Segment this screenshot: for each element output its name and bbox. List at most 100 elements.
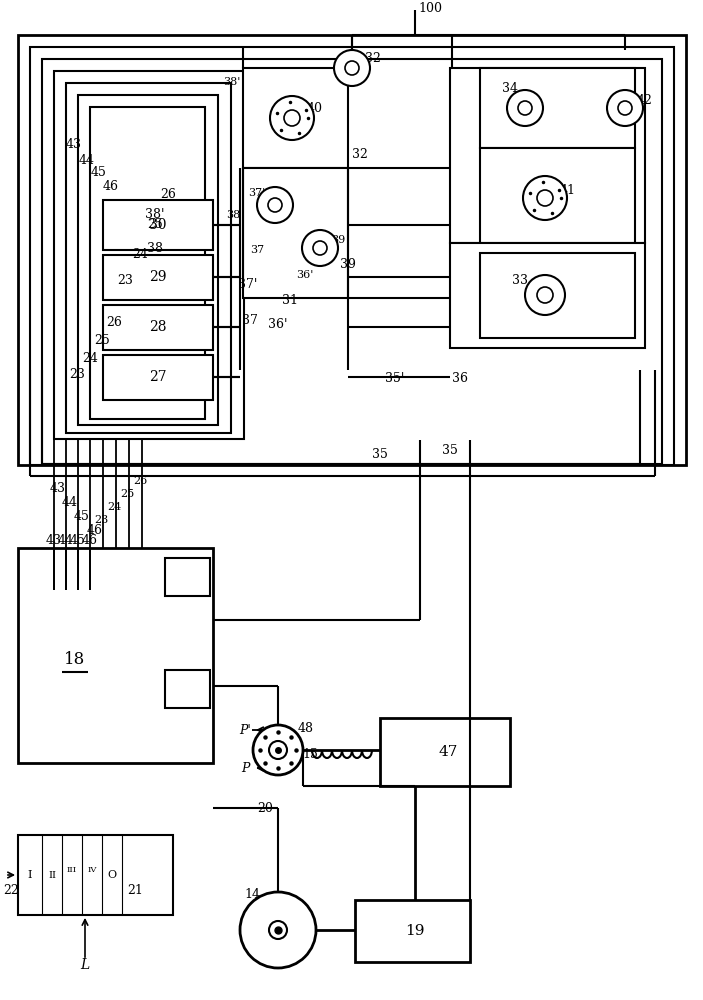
Bar bbox=[103, 305, 213, 350]
Circle shape bbox=[345, 61, 359, 75]
Circle shape bbox=[270, 96, 314, 140]
Text: 45: 45 bbox=[91, 166, 107, 180]
Bar bbox=[450, 243, 645, 348]
Circle shape bbox=[257, 187, 293, 223]
Text: 43: 43 bbox=[66, 138, 82, 151]
Circle shape bbox=[334, 50, 370, 86]
Circle shape bbox=[269, 741, 287, 759]
Text: P: P bbox=[241, 762, 249, 774]
Text: 36': 36' bbox=[296, 270, 314, 280]
Text: 19: 19 bbox=[405, 924, 425, 938]
Text: 24: 24 bbox=[82, 352, 98, 364]
Text: 45: 45 bbox=[74, 510, 90, 522]
Text: 23: 23 bbox=[94, 515, 108, 525]
Text: 22: 22 bbox=[3, 884, 19, 896]
Text: 37: 37 bbox=[242, 314, 258, 326]
Bar bbox=[480, 148, 635, 243]
Bar bbox=[480, 68, 635, 148]
Text: 14: 14 bbox=[244, 888, 260, 902]
Text: 46: 46 bbox=[87, 524, 103, 536]
Text: 26: 26 bbox=[106, 316, 122, 330]
Text: 40: 40 bbox=[307, 102, 323, 114]
Text: 29: 29 bbox=[149, 270, 167, 284]
Circle shape bbox=[507, 90, 543, 126]
Text: 35': 35' bbox=[385, 371, 405, 384]
Text: 24: 24 bbox=[107, 502, 121, 512]
Text: 36': 36' bbox=[269, 318, 288, 332]
Text: 34: 34 bbox=[502, 82, 518, 95]
Text: II: II bbox=[48, 870, 56, 880]
Text: 35: 35 bbox=[442, 444, 458, 456]
Bar bbox=[18, 35, 686, 465]
Text: 27: 27 bbox=[149, 370, 167, 384]
Circle shape bbox=[240, 892, 316, 968]
Text: 15: 15 bbox=[302, 748, 318, 762]
Bar bbox=[450, 68, 645, 243]
Text: 100: 100 bbox=[418, 1, 442, 14]
Bar bbox=[78, 95, 218, 425]
Text: 39: 39 bbox=[331, 235, 345, 245]
Text: 31: 31 bbox=[282, 294, 298, 306]
Text: 44: 44 bbox=[62, 496, 78, 510]
Bar bbox=[243, 168, 348, 298]
Bar bbox=[243, 68, 348, 168]
Text: 18: 18 bbox=[65, 652, 86, 668]
Circle shape bbox=[537, 190, 553, 206]
Text: 48: 48 bbox=[298, 722, 314, 734]
Text: 33: 33 bbox=[512, 273, 528, 286]
Text: III: III bbox=[67, 866, 77, 874]
Text: I: I bbox=[27, 870, 32, 880]
Bar bbox=[18, 835, 173, 915]
Bar bbox=[380, 718, 510, 786]
Bar bbox=[165, 670, 210, 708]
Text: 20: 20 bbox=[257, 802, 273, 814]
Circle shape bbox=[313, 241, 327, 255]
Bar bbox=[54, 71, 244, 439]
Text: 37': 37' bbox=[248, 188, 266, 198]
Text: 25: 25 bbox=[94, 334, 110, 347]
Circle shape bbox=[268, 198, 282, 212]
Bar bbox=[66, 83, 231, 433]
Bar bbox=[165, 558, 210, 596]
Text: 32: 32 bbox=[365, 51, 381, 64]
Circle shape bbox=[518, 101, 532, 115]
Circle shape bbox=[253, 725, 303, 775]
Text: 38: 38 bbox=[147, 241, 163, 254]
Text: 38: 38 bbox=[226, 210, 240, 220]
Circle shape bbox=[525, 275, 565, 315]
Text: 43: 43 bbox=[46, 534, 62, 546]
Text: 45: 45 bbox=[70, 534, 86, 546]
Bar bbox=[18, 548, 213, 763]
Text: 26: 26 bbox=[133, 476, 147, 486]
Bar bbox=[90, 107, 205, 419]
Circle shape bbox=[269, 921, 287, 939]
Bar bbox=[103, 255, 213, 300]
Circle shape bbox=[523, 176, 567, 220]
Text: 44: 44 bbox=[58, 534, 74, 546]
Circle shape bbox=[607, 90, 643, 126]
Text: 32: 32 bbox=[352, 148, 368, 161]
Text: 36: 36 bbox=[452, 371, 468, 384]
Bar bbox=[42, 59, 662, 464]
Text: O: O bbox=[108, 870, 117, 880]
Text: 42: 42 bbox=[637, 94, 653, 106]
Circle shape bbox=[302, 230, 338, 266]
Text: 25: 25 bbox=[120, 489, 134, 499]
Bar bbox=[103, 200, 213, 250]
Text: P': P' bbox=[239, 724, 251, 736]
Text: 46: 46 bbox=[82, 534, 98, 546]
Circle shape bbox=[284, 110, 300, 126]
Text: 38': 38' bbox=[224, 77, 240, 87]
Text: 39: 39 bbox=[340, 258, 356, 271]
Text: 37: 37 bbox=[250, 245, 264, 255]
Text: 44: 44 bbox=[79, 153, 95, 166]
Circle shape bbox=[537, 287, 553, 303]
Circle shape bbox=[618, 101, 632, 115]
Bar bbox=[355, 900, 470, 962]
Text: 26: 26 bbox=[160, 188, 176, 202]
Text: 25: 25 bbox=[147, 219, 163, 232]
Text: 47: 47 bbox=[438, 745, 458, 759]
Text: 24: 24 bbox=[132, 248, 148, 261]
Text: 21: 21 bbox=[127, 884, 143, 896]
Bar bbox=[30, 47, 674, 465]
